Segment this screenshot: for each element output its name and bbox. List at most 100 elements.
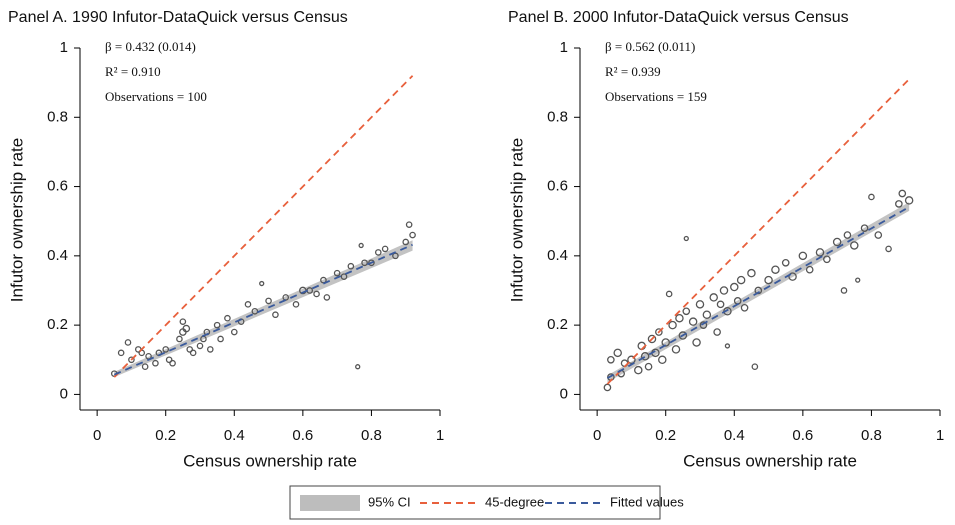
data-point xyxy=(904,196,914,205)
data-point xyxy=(640,352,650,361)
x-tick-label: 1 xyxy=(436,427,444,444)
data-point xyxy=(292,301,300,308)
data-point xyxy=(798,251,808,261)
data-point xyxy=(409,231,416,239)
data-point xyxy=(124,339,132,346)
data-point xyxy=(196,342,204,350)
data-point xyxy=(665,290,673,298)
data-point xyxy=(658,355,667,365)
data-point xyxy=(402,238,410,246)
data-point xyxy=(323,294,331,301)
data-point xyxy=(702,310,712,319)
data-point xyxy=(688,317,698,326)
data-point xyxy=(736,275,746,285)
data-point xyxy=(860,224,869,232)
annotation: R² = 0.910 xyxy=(105,64,161,79)
x-tick-label: 0.8 xyxy=(861,427,882,444)
data-point xyxy=(176,335,183,343)
data-point xyxy=(613,348,622,358)
ci-band xyxy=(114,240,413,378)
data-point xyxy=(603,383,612,392)
data-point xyxy=(259,280,265,287)
data-point xyxy=(730,282,739,292)
data-point xyxy=(815,248,825,257)
annotation: Observations = 100 xyxy=(105,89,207,104)
chart-title: Panel B. 2000 Infutor-DataQuick versus C… xyxy=(508,9,849,26)
data-point xyxy=(213,321,221,329)
x-tick-label: 0 xyxy=(593,427,601,444)
x-tick-label: 0.2 xyxy=(155,427,176,444)
data-point xyxy=(152,359,159,367)
x-tick-label: 0.6 xyxy=(792,427,813,444)
y-tick-label: 0.6 xyxy=(47,178,68,195)
data-point xyxy=(868,193,875,201)
data-point xyxy=(898,189,907,198)
data-point xyxy=(361,259,368,267)
data-point xyxy=(117,349,125,357)
data-point xyxy=(128,356,135,364)
annotation: β = 0.432 (0.014) xyxy=(105,39,196,54)
data-point xyxy=(224,314,231,322)
data-point xyxy=(823,255,831,264)
data-point xyxy=(141,363,149,371)
x-tick-label: 0.6 xyxy=(292,427,313,444)
data-point xyxy=(754,286,763,295)
data-point xyxy=(169,359,176,367)
data-point xyxy=(313,290,320,298)
data-point xyxy=(675,313,684,323)
y-tick-label: 0.2 xyxy=(547,316,568,333)
diagonal-line xyxy=(113,75,414,378)
data-point xyxy=(713,328,721,336)
data-point xyxy=(217,335,224,343)
data-point xyxy=(832,237,842,247)
data-point xyxy=(627,355,636,365)
data-point xyxy=(355,364,361,370)
data-point xyxy=(843,231,852,239)
data-point xyxy=(182,324,191,333)
data-point xyxy=(405,221,413,228)
data-point xyxy=(607,355,615,364)
data-point xyxy=(358,242,364,249)
fitted-line xyxy=(113,243,413,376)
data-point xyxy=(895,200,903,208)
data-point xyxy=(265,297,272,305)
data-point xyxy=(347,262,355,270)
data-point xyxy=(678,331,688,340)
data-point xyxy=(840,287,848,294)
data-point xyxy=(740,303,749,312)
data-point xyxy=(682,307,691,316)
data-point xyxy=(788,272,797,281)
y-tick-label: 0 xyxy=(560,385,568,402)
legend-label: 45-degree xyxy=(485,494,544,509)
data-point xyxy=(244,301,252,308)
data-point xyxy=(671,345,681,354)
data-point xyxy=(333,269,341,277)
y-tick-label: 0.8 xyxy=(47,108,68,125)
legend-label: 95% CI xyxy=(368,494,411,509)
data-point xyxy=(709,293,718,302)
data-point xyxy=(719,286,729,295)
chart-title: Panel A. 1990 Infutor-DataQuick versus C… xyxy=(8,9,348,26)
y-tick-label: 0.4 xyxy=(547,247,568,264)
legend-swatch xyxy=(300,495,360,511)
data-point xyxy=(374,249,382,256)
y-tick-label: 0.4 xyxy=(47,247,68,264)
data-point xyxy=(747,268,756,278)
data-point xyxy=(368,259,375,267)
y-axis-label: Infutor ownership rate xyxy=(7,138,26,302)
x-tick-label: 0 xyxy=(93,427,101,444)
data-point xyxy=(668,320,677,330)
data-point xyxy=(695,300,705,309)
data-point xyxy=(179,318,187,325)
data-point xyxy=(855,277,861,283)
data-point xyxy=(771,265,780,274)
data-point xyxy=(165,356,173,364)
data-point xyxy=(634,365,643,375)
data-point xyxy=(230,328,238,336)
y-tick-label: 0.6 xyxy=(547,178,568,195)
y-tick-label: 1 xyxy=(60,39,68,56)
x-tick-label: 0.2 xyxy=(655,427,676,444)
x-axis-label: Census ownership rate xyxy=(183,451,357,470)
legend-label: Fitted values xyxy=(610,494,684,509)
